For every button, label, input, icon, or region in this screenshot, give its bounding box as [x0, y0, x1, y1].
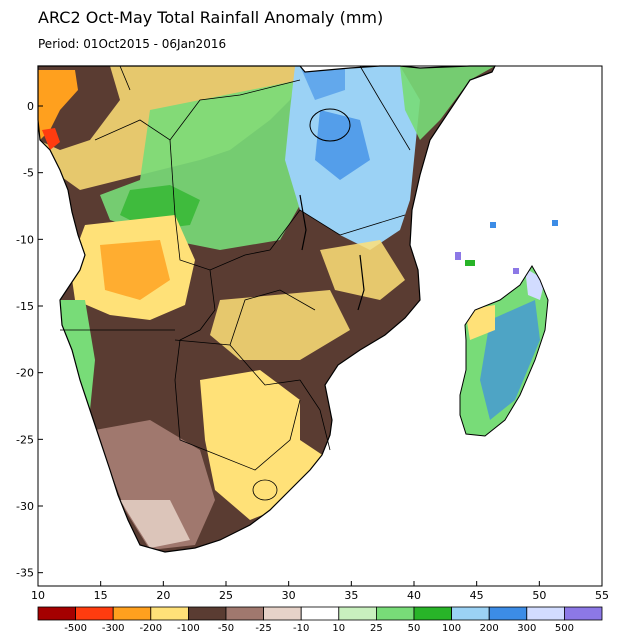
colorbar: -500 -300 -200 -100 -50 -25 -10 10 25 50 100 200 300…: [37, 606, 603, 634]
y-tick-label: -15: [16, 300, 34, 313]
lake-tanganyika: [299, 194, 307, 251]
colorbar-swatch: [225, 606, 264, 621]
region-dry-zambia: [210, 290, 350, 360]
colorbar-swatch: [300, 606, 340, 621]
colorbar-label: -50: [218, 623, 234, 634]
colorbar-swatch: [375, 606, 415, 621]
colorbar-swatch: [187, 606, 227, 621]
colorbar-label: 200: [480, 623, 499, 634]
colorbar-label: 10: [332, 623, 345, 634]
y-tick-label: -30: [16, 500, 34, 513]
island-comoros-east: [465, 260, 475, 266]
period-subtitle: Period: 01Oct2015 - 06Jan2016: [38, 37, 227, 51]
y-axis: 0 -5 -10 -15 -20 -25 -30 -35: [16, 100, 43, 580]
colorbar-swatch: [263, 606, 302, 621]
x-tick-label: 40: [407, 589, 421, 602]
colorbar-swatch: [37, 606, 76, 621]
colorbar-label: -300: [102, 623, 125, 634]
region-green-dark: [120, 185, 200, 230]
colorbar-swatch: [338, 606, 377, 621]
lake-malawi: [357, 254, 365, 311]
x-tick-label: 15: [94, 589, 108, 602]
lake-victoria: [309, 108, 351, 142]
colorbar-label: 500: [555, 623, 574, 634]
island-seychelles-east: [552, 220, 558, 226]
region-red-coast: [42, 128, 60, 150]
island-seychelles: [490, 222, 496, 228]
x-tick-label: 35: [344, 589, 358, 602]
map-title: ARC2 Oct-May Total Rainfall Anomaly (mm): [38, 8, 384, 27]
colorbar-label: -100: [177, 623, 200, 634]
y-tick-label: -5: [23, 167, 34, 180]
region-wet-north: [300, 66, 345, 100]
region-pale-cape: [120, 500, 190, 548]
colorbar-label: 300: [517, 623, 536, 634]
colorbar-label: 25: [370, 623, 383, 634]
colorbar-swatch: [564, 606, 603, 621]
island-comoros: [455, 252, 461, 260]
region-dry-malawi: [320, 240, 405, 300]
x-tick-label: 20: [156, 589, 170, 602]
y-tick-label: -10: [16, 233, 34, 246]
x-tick-label: 45: [470, 589, 484, 602]
region-orange-angola: [100, 240, 170, 300]
country-borders: [60, 65, 411, 501]
region-wet-core: [315, 110, 370, 180]
colorbar-swatch: [526, 606, 565, 621]
y-tick-label: -25: [16, 433, 34, 446]
x-tick-label: 55: [595, 589, 609, 602]
x-axis: 10 15 20 25 30 35 40 45 50 55: [31, 581, 609, 602]
x-tick-label: 50: [532, 589, 546, 602]
colorbar-swatch: [112, 606, 152, 621]
colorbar-label: -500: [64, 623, 87, 634]
x-tick-label: 30: [282, 589, 296, 602]
y-tick-label: -20: [16, 367, 34, 380]
region-lightbrown-southwest: [95, 420, 215, 550]
region-orange-coast: [38, 70, 78, 140]
colorbar-label: 50: [408, 623, 421, 634]
colorbar-swatch: [413, 606, 452, 621]
island-aldabra: [513, 268, 519, 274]
colorbar-label: -200: [139, 623, 162, 634]
y-tick-label: -35: [16, 567, 34, 580]
colorbar-swatch: [488, 606, 528, 621]
colorbar-label: -25: [255, 623, 271, 634]
colorbar-label: 100: [442, 623, 461, 634]
region-green-namibia-coast: [60, 300, 95, 410]
region-green-horn: [400, 66, 495, 140]
x-tick-label: 10: [31, 589, 45, 602]
colorbar-swatch: [451, 606, 490, 621]
colorbar-swatch: [150, 606, 189, 621]
y-tick-label: 0: [27, 100, 34, 113]
colorbar-swatch: [75, 606, 114, 621]
colorbar-label: -10: [293, 623, 309, 634]
madagascar-north-purple: [525, 268, 545, 300]
x-tick-label: 25: [219, 589, 233, 602]
